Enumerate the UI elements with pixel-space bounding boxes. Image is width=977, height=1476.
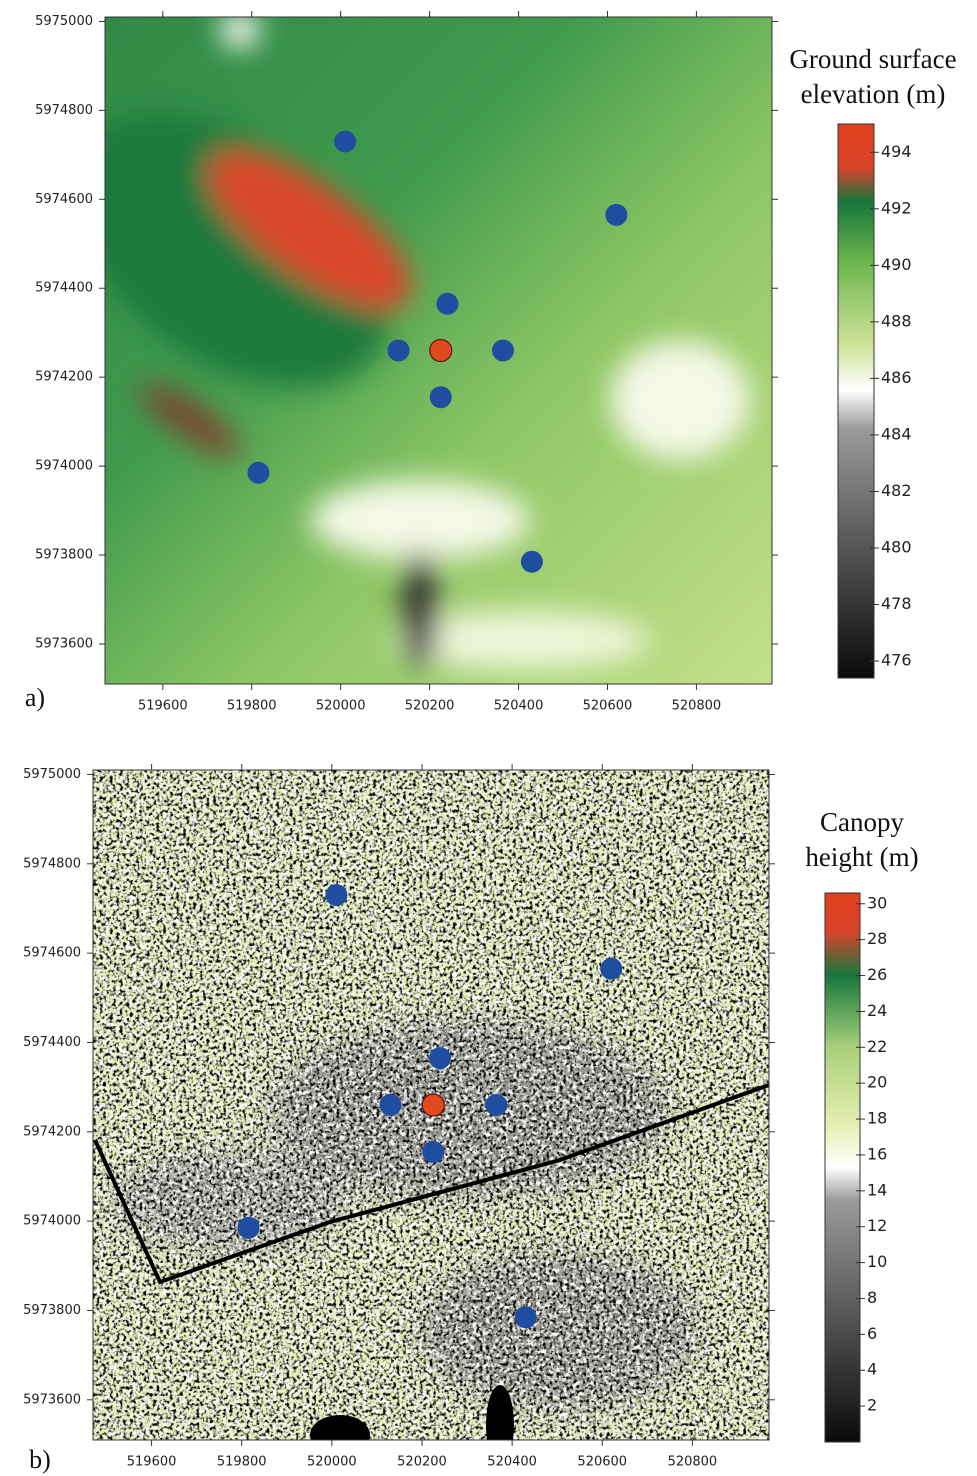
- y-tick-label: 5974000: [23, 1214, 81, 1229]
- site-point: [421, 1093, 445, 1117]
- y-tick-label: 5974800: [35, 103, 93, 118]
- site-point: [429, 386, 452, 409]
- colorbar-tick-label: 8: [867, 1288, 877, 1307]
- colorbar-tick-label: 18: [867, 1109, 887, 1128]
- x-tick-label: 520200: [405, 699, 455, 714]
- x-tick-label: 520800: [668, 1455, 718, 1470]
- site-point: [520, 550, 543, 573]
- x-tick-label: 519800: [217, 1455, 267, 1470]
- site-point: [600, 957, 623, 980]
- colorbar-tick-label: 6: [867, 1324, 877, 1343]
- site-point: [422, 1140, 445, 1163]
- x-tick-label: 520400: [487, 1455, 537, 1470]
- site-point: [436, 292, 459, 315]
- colorbar-title: Ground surface: [789, 44, 956, 74]
- colorbar-title: elevation (m): [801, 79, 946, 109]
- panel-label: a): [25, 683, 45, 712]
- site-point: [605, 203, 628, 226]
- site-point: [334, 130, 357, 153]
- colorbar-tick-label: 14: [867, 1180, 887, 1199]
- colorbar-tick-label: 4: [867, 1360, 877, 1379]
- colorbar-tick-label: 12: [867, 1216, 887, 1235]
- y-tick-label: 5974800: [23, 856, 81, 871]
- y-tick-label: 5974600: [35, 192, 93, 207]
- colorbar-tick-label: 28: [867, 929, 887, 948]
- colorbar-title: Canopy: [820, 807, 904, 837]
- colorbar-tick-label: 20: [867, 1073, 887, 1092]
- y-tick-label: 5974400: [23, 1035, 81, 1050]
- site-point: [387, 339, 410, 362]
- colorbar-tick-label: 476: [881, 651, 912, 670]
- site-point: [491, 339, 514, 362]
- colorbar-tick-label: 480: [881, 537, 912, 556]
- x-tick-label: 519600: [138, 699, 188, 714]
- colorbar: [837, 123, 875, 679]
- elevation-raster: [105, 17, 772, 684]
- colorbar-tick-label: 30: [867, 893, 887, 912]
- y-tick-label: 5974000: [35, 459, 93, 474]
- colorbar-tick-label: 22: [867, 1037, 887, 1056]
- colorbar-tick-label: 492: [881, 198, 912, 217]
- x-tick-label: 520200: [397, 1455, 447, 1470]
- x-tick-label: 520600: [577, 1455, 627, 1470]
- colorbar-tick-label: 24: [867, 1001, 887, 1020]
- site-point: [237, 1216, 260, 1239]
- canopy-raster: [93, 770, 769, 1440]
- colorbar-tick-label: 486: [881, 368, 912, 387]
- y-tick-label: 5974200: [23, 1124, 81, 1139]
- plot-frame: [104, 16, 773, 685]
- colorbar-tick-label: 26: [867, 965, 887, 984]
- site-point: [429, 1047, 452, 1070]
- y-tick-label: 5975000: [35, 14, 93, 29]
- y-tick-label: 5974600: [23, 946, 81, 961]
- colorbar-tick-label: 482: [881, 481, 912, 500]
- colorbar-tick-label: 488: [881, 311, 912, 330]
- colorbar-tick-label: 490: [881, 255, 912, 274]
- y-tick-label: 5974200: [35, 370, 93, 385]
- plot-frame: [92, 769, 770, 1441]
- y-tick-label: 5973600: [23, 1392, 81, 1407]
- x-tick-label: 520000: [316, 699, 366, 714]
- y-tick-label: 5973800: [23, 1303, 81, 1318]
- x-tick-label: 520800: [672, 699, 722, 714]
- site-point: [514, 1306, 537, 1329]
- colorbar-tick-label: 478: [881, 594, 912, 613]
- colorbar-tick-label: 2: [867, 1396, 877, 1415]
- y-tick-label: 5975000: [23, 767, 81, 782]
- y-tick-label: 5973600: [35, 636, 93, 651]
- site-point: [429, 338, 453, 363]
- colorbar-tick-label: 10: [867, 1252, 887, 1271]
- colorbar-tick-label: 494: [881, 142, 912, 161]
- colorbar-title: height (m): [805, 842, 918, 872]
- site-point: [247, 461, 270, 484]
- x-tick-label: 520600: [583, 699, 633, 714]
- colorbar: [824, 892, 861, 1443]
- site-point: [325, 884, 348, 907]
- site-point: [379, 1094, 402, 1116]
- y-tick-label: 5973800: [35, 548, 93, 563]
- x-tick-label: 520000: [307, 1455, 357, 1470]
- y-tick-label: 5974400: [35, 281, 93, 296]
- panel-label: b): [29, 1445, 51, 1474]
- colorbar-tick-label: 484: [881, 424, 912, 443]
- colorbar-tick-label: 16: [867, 1144, 887, 1163]
- x-tick-label: 520400: [494, 699, 544, 714]
- x-tick-label: 519800: [227, 699, 277, 714]
- x-tick-label: 519600: [127, 1455, 177, 1470]
- site-point: [485, 1094, 508, 1116]
